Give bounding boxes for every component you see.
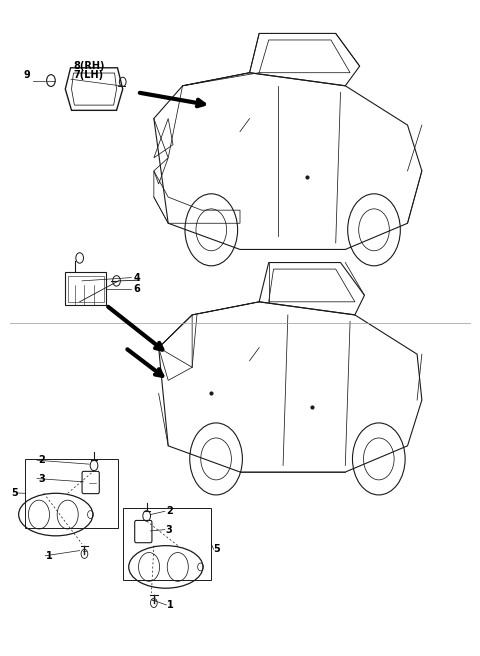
Text: 2: 2 [38,455,45,465]
Bar [65,272,106,305]
Bar [24,459,118,527]
Text: 2: 2 [166,506,173,516]
Text: 4: 4 [134,273,141,283]
Text: 8(RH): 8(RH) [73,61,105,71]
Text: 6: 6 [134,284,141,294]
Text: 3: 3 [166,525,173,535]
Text: 9: 9 [24,70,30,80]
Text: 1: 1 [167,600,174,610]
Text: 1: 1 [46,551,53,561]
Text: 5: 5 [214,544,220,554]
Text: 5: 5 [11,488,18,498]
Text: 7(LH): 7(LH) [73,70,104,80]
Bar [68,276,104,302]
Text: 3: 3 [38,474,45,483]
Bar [123,508,211,580]
